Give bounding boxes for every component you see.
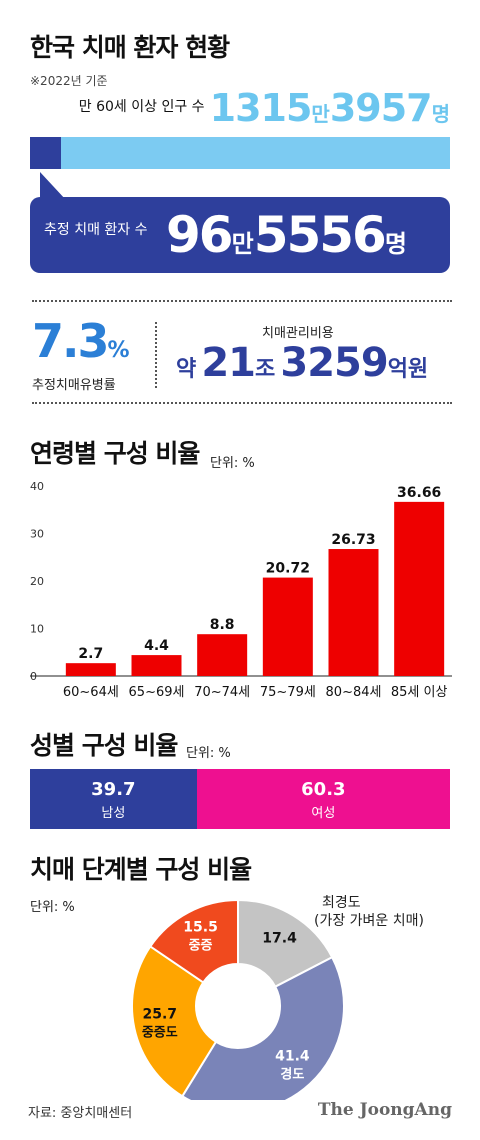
cost-num1: 21 xyxy=(201,340,256,386)
age-bar-value: 20.72 xyxy=(266,561,310,577)
cost-label: 치매관리비용 xyxy=(262,326,334,341)
stage-slice xyxy=(148,898,239,984)
stage-slice xyxy=(131,945,218,1098)
gender-value: 60.3 xyxy=(301,779,346,800)
bubble-tail xyxy=(40,172,66,200)
age-bar-chart: 0102030402.760~64세4.465~69세8.870~74세20.7… xyxy=(30,480,452,700)
age-bar xyxy=(394,501,445,676)
stage-slice xyxy=(180,955,345,1100)
stage-donut-chart: 17.4 41.4 경도 25.7 중증도 15.5 중증 xyxy=(131,898,345,1100)
y-tick-label: 10 xyxy=(30,623,44,636)
callout-line2: (가장 가벼운 치매) xyxy=(314,913,424,929)
gender-chart-title: 성별 구성 비율 xyxy=(30,731,178,760)
callout-line1: 최경도 xyxy=(322,895,361,911)
age-category-label: 65~69세 xyxy=(129,685,185,700)
gender-chart-unit: 단위: % xyxy=(186,746,231,761)
cost-unit2: 억원 xyxy=(387,357,429,382)
age-bar xyxy=(197,634,248,676)
page-title: 한국 치매 환자 현황 xyxy=(30,33,230,62)
cost-prefix: 약 xyxy=(176,357,197,382)
gender-stacked-bar: 39.7 남성 60.3 여성 xyxy=(30,769,450,829)
population-num2: 3957 xyxy=(329,86,433,130)
stats-separator xyxy=(155,322,157,388)
patients-unit1: 만 xyxy=(231,230,254,258)
gender-segment: 39.7 남성 xyxy=(30,769,197,829)
stage-slice-label: 경도 xyxy=(280,1067,304,1083)
patients-value: 96만5556명 xyxy=(166,205,407,274)
prevalence-value: 7.3 xyxy=(32,314,109,368)
age-bar-value: 8.8 xyxy=(210,617,235,633)
age-chart-unit: 단위: % xyxy=(210,456,255,471)
population-bar xyxy=(30,137,450,169)
gender-label: 여성 xyxy=(311,806,336,821)
population-num1: 1315 xyxy=(209,86,313,130)
age-bar-value: 2.7 xyxy=(78,646,103,662)
population-unit2: 명 xyxy=(431,102,450,126)
brand-logo: The JoongAng xyxy=(317,1100,452,1120)
gender-segment: 60.3 여성 xyxy=(196,769,450,829)
stage-chart-unit: 단위: % xyxy=(30,900,75,915)
patients-label: 추정 치매 환자 수 xyxy=(44,222,148,238)
stage-slice-label: 중증도 xyxy=(142,1026,178,1041)
divider xyxy=(32,300,452,302)
cost-value: 약 21조 3259억원 xyxy=(176,340,428,386)
donut-hole xyxy=(197,965,279,1047)
age-bar xyxy=(328,549,379,676)
gender-label: 남성 xyxy=(101,806,126,821)
patients-num1: 96 xyxy=(166,206,234,264)
age-category-label: 85세 이상 xyxy=(391,685,448,700)
population-unit1: 만 xyxy=(311,102,330,126)
gender-value: 39.7 xyxy=(91,779,136,800)
stage-slice xyxy=(237,898,334,989)
source-note: 자료: 중앙치매센터 xyxy=(28,1106,133,1121)
basis-note: ※2022년 기준 xyxy=(30,74,108,88)
y-tick-label: 20 xyxy=(30,575,44,588)
stage-slice-value: 25.7 xyxy=(142,1007,177,1023)
age-category-label: 70~74세 xyxy=(194,685,250,700)
patients-num2: 5556 xyxy=(253,206,387,264)
age-category-label: 80~84세 xyxy=(326,685,382,700)
prevalence-unit: % xyxy=(107,338,130,363)
y-tick-label: 40 xyxy=(30,480,44,493)
stage-chart-title: 치매 단계별 구성 비율 xyxy=(30,855,252,884)
y-tick-label: 30 xyxy=(30,528,44,541)
age-category-label: 75~79세 xyxy=(260,685,316,700)
stage-slice-label: 중증 xyxy=(189,938,213,953)
patients-unit2: 명 xyxy=(384,230,407,258)
age-bar xyxy=(131,655,182,676)
age-bar-value: 26.73 xyxy=(331,532,375,548)
age-bar-value: 4.4 xyxy=(144,638,169,654)
age-bar xyxy=(262,577,313,676)
patient-share-fill xyxy=(30,137,61,169)
stage-slice-value: 41.4 xyxy=(275,1049,310,1065)
prevalence-label: 추정치매유병률 xyxy=(32,378,116,393)
age-bar-value: 36.66 xyxy=(397,485,441,501)
population-label: 만 60세 이상 인구 수 xyxy=(78,99,205,115)
age-category-label: 60~64세 xyxy=(63,685,119,700)
stage-slice-value: 15.5 xyxy=(183,919,218,935)
prevalence-stat: 7.3% xyxy=(32,314,130,368)
cost-unit1: 조 xyxy=(255,357,276,382)
divider xyxy=(32,402,452,404)
age-bar xyxy=(65,663,116,676)
cost-num2: 3259 xyxy=(280,340,388,386)
population-summary: 만 60세 이상 인구 수 1315만3957명 xyxy=(79,86,450,130)
age-chart-title: 연령별 구성 비율 xyxy=(30,439,200,468)
patients-callout: 추정 치매 환자 수 96만5556명 xyxy=(30,197,450,273)
stage-slice-value: 17.4 xyxy=(262,931,297,947)
